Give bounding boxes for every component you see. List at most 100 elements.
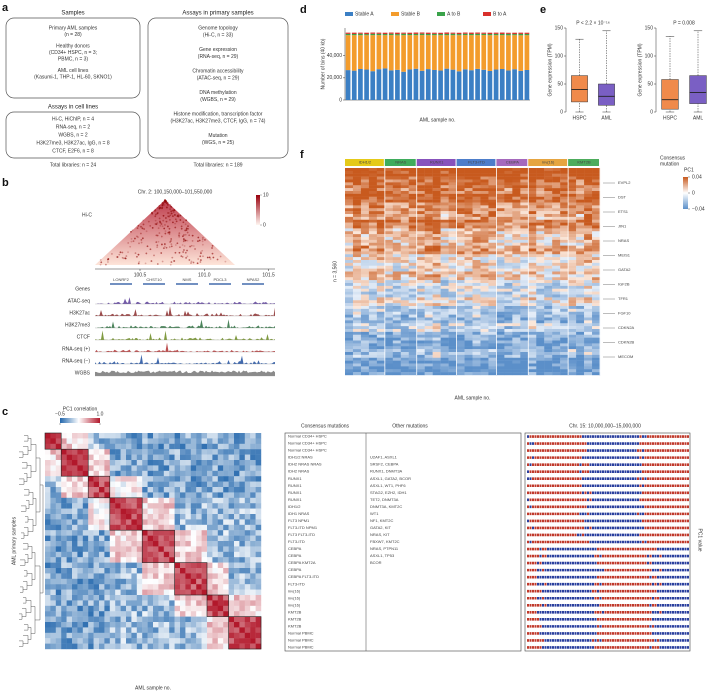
heatmap-cell	[512, 303, 521, 307]
heatmap-cell	[115, 465, 121, 471]
heatmap-cell	[50, 508, 56, 515]
heatmap-cell	[504, 248, 513, 252]
heatmap-cell	[424, 349, 433, 353]
heatmap-cell	[472, 277, 481, 281]
heatmap-cell	[368, 308, 378, 312]
heatmap-cell	[244, 492, 251, 498]
box	[661, 79, 679, 110]
heatmap-cell	[72, 578, 78, 585]
heatmap-cell	[120, 497, 127, 504]
heatmap-cell	[464, 331, 473, 335]
heatmap-cell	[456, 208, 465, 212]
heatmap-cell	[480, 306, 489, 310]
heatmap-cell	[504, 334, 513, 338]
heatmap-cell	[424, 237, 433, 241]
heatmap-cell	[109, 638, 116, 644]
heatmap-cell	[504, 337, 513, 341]
heatmap-cell	[115, 519, 121, 525]
heatmap-cell	[424, 222, 433, 226]
heatmap-cell	[169, 524, 175, 531]
heatmap-cell	[120, 584, 127, 590]
heatmap-cell	[239, 443, 245, 450]
heatmap-cell	[88, 541, 94, 547]
heatmap-cell	[352, 337, 362, 341]
heatmap-cell	[82, 438, 89, 444]
heatmap-cell	[384, 202, 394, 206]
heatmap-cell	[115, 443, 121, 450]
heatmap-cell	[147, 438, 154, 444]
heatmap-cell	[50, 497, 56, 504]
heatmap-cell	[239, 568, 245, 574]
heatmap-cell	[568, 271, 577, 275]
heatmap-cell	[528, 277, 537, 281]
heatmap-cell	[464, 349, 473, 353]
heatmap-cell	[576, 349, 585, 353]
heatmap-cell	[163, 605, 170, 612]
heatmap-cell	[217, 632, 224, 639]
heatmap-cell	[244, 573, 251, 579]
heatmap-cell	[504, 291, 513, 295]
heatmap-cell	[147, 562, 154, 569]
bar-segment	[432, 32, 437, 34]
heatmap-cell	[560, 372, 569, 376]
heatmap-cell	[552, 349, 561, 353]
heatmap-cell	[504, 173, 513, 177]
heatmap-cell	[239, 465, 245, 471]
heatmap-cell	[45, 460, 51, 466]
heatmap-cell	[174, 438, 181, 444]
hic-dot	[180, 227, 183, 230]
heatmap-cell	[352, 188, 362, 192]
heatmap-cell	[190, 616, 197, 623]
heatmap-cell	[239, 470, 245, 477]
heatmap-cell	[552, 280, 561, 284]
heatmap-cell	[61, 465, 67, 471]
heatmap-cell	[416, 354, 425, 358]
heatmap-cell	[592, 208, 601, 212]
heatmap-cell	[448, 340, 457, 344]
heatmap-cell	[239, 611, 245, 617]
heatmap-cell	[82, 503, 89, 509]
heatmap-cell	[552, 214, 561, 218]
heatmap-cell	[416, 231, 425, 235]
hic-dot	[186, 239, 189, 242]
heatmap-cell	[568, 323, 577, 327]
consensus-mutation: IDH1 NRAS	[288, 511, 310, 516]
heatmap-cell	[488, 274, 497, 278]
heatmap-cell	[368, 300, 378, 304]
heatmap-cell	[99, 481, 105, 488]
heatmap-cell	[228, 638, 235, 644]
heatmap-cell	[77, 465, 83, 471]
heatmap-cell	[592, 219, 601, 223]
heatmap-cell	[448, 271, 457, 275]
track-label: CTCF	[77, 334, 90, 340]
heatmap-cell	[528, 176, 537, 180]
heatmap-cell	[45, 541, 51, 547]
heatmap-cell	[50, 470, 56, 477]
heatmap-cell	[180, 438, 186, 444]
heatmap-cell	[416, 219, 425, 223]
heatmap-cell	[147, 524, 154, 531]
heatmap-cell	[345, 237, 354, 241]
heatmap-cell	[120, 643, 127, 650]
heatmap-cell	[153, 600, 159, 606]
heatmap-cell	[120, 573, 127, 579]
heatmap-cell	[440, 311, 449, 315]
heatmap-cell	[456, 214, 465, 218]
heatmap-cell	[147, 476, 154, 482]
heatmap-cell	[440, 231, 449, 235]
consensus-mutation: CEBPA	[288, 567, 302, 572]
heatmap-cell	[77, 600, 83, 606]
heatmap-cell	[217, 616, 224, 623]
heatmap-cell	[255, 514, 262, 520]
heatmap-cell	[82, 460, 89, 466]
heatmap-cell	[384, 222, 394, 226]
heatmap-cell	[432, 216, 441, 220]
heatmap-cell	[568, 354, 577, 358]
dendrogram	[24, 489, 30, 496]
heatmap-cell	[560, 173, 569, 177]
heatmap-cell	[153, 443, 159, 450]
dendrogram	[19, 478, 25, 485]
heatmap-cell	[472, 262, 481, 266]
heatmap-cell	[584, 354, 593, 358]
heatmap-cell	[400, 173, 409, 177]
